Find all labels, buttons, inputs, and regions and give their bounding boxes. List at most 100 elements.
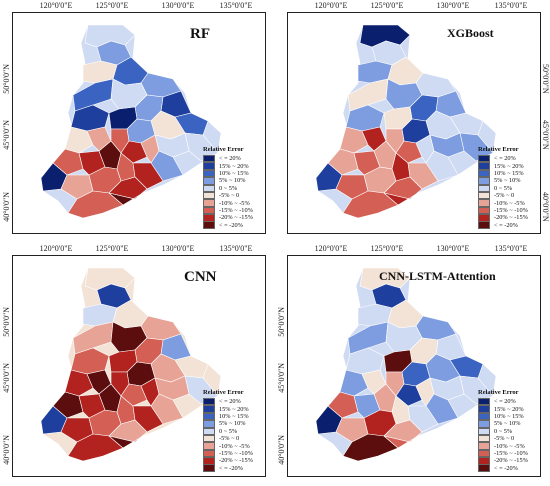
legend-item: -15% ~ -10%	[478, 449, 540, 458]
legend-swatch	[203, 397, 215, 406]
legend-swatch	[478, 420, 490, 428]
legend-swatch	[203, 457, 215, 465]
legend-title: Relative Error	[478, 146, 519, 153]
legend-swatch	[478, 405, 490, 413]
legend-item: -15% ~ -10%	[203, 449, 265, 458]
legend-label: < = 20%	[219, 155, 241, 163]
legend-label: -20% ~ -15%	[219, 457, 253, 465]
legend-item: -20% ~ -15%	[203, 457, 265, 465]
legend-swatch	[478, 154, 490, 163]
legend: Relative Error < = 20% 15% ~ 20% 10% ~ 1…	[478, 389, 540, 472]
legend: Relative Error < = 20% 15% ~ 20% 10% ~ 1…	[478, 146, 540, 229]
legend-item: -10% ~ -5%	[203, 199, 265, 207]
lon-label-135: 135°0'0"E	[219, 1, 253, 10]
legend-label: -20% ~ -15%	[494, 214, 528, 222]
legend-item: 15% ~ 20%	[203, 405, 265, 413]
region-map	[40, 267, 222, 462]
legend-swatch	[203, 206, 215, 215]
lat-label-40: 40°0'0"N	[2, 435, 11, 465]
legend-item: < = 20%	[478, 154, 540, 163]
lon-label-120: 120°0'0"E	[314, 1, 348, 10]
legend: Relative Error < = 20% 15% ~ 20% 10% ~ 1…	[203, 146, 265, 229]
legend-swatch	[203, 427, 215, 436]
legend-item: < = -20%	[478, 221, 540, 229]
legend-item: < = 20%	[203, 397, 265, 406]
legend-swatch	[478, 214, 490, 222]
lat-label-45: 45°0'0"N	[277, 363, 286, 393]
legend-item: 5% ~ 10%	[478, 420, 540, 428]
legend-swatch	[478, 397, 490, 406]
legend-label: -5% ~ 0	[219, 192, 240, 200]
legend-item: < = 20%	[478, 397, 540, 406]
legend-label: < = 20%	[494, 155, 516, 163]
lon-label-130: 130°0'0"E	[436, 1, 470, 10]
legend-label: -10% ~ -5%	[219, 442, 250, 450]
lon-label-130: 130°0'0"E	[161, 1, 195, 10]
legend-label: 15% ~ 20%	[494, 405, 524, 413]
legend-item: 10% ~ 15%	[203, 412, 265, 421]
legend-swatch	[478, 177, 490, 185]
map-panel-xgboost: 120°0'0"E 125°0'0"E 130°0'0"E 135°0'0"E …	[275, 0, 550, 243]
legend-label: -15% ~ -10%	[219, 206, 253, 214]
legend-label: 5% ~ 10%	[494, 420, 521, 428]
lat-label-45: 45°0'0"N	[2, 120, 11, 150]
legend-item: 5% ~ 10%	[203, 177, 265, 185]
legend-swatch	[478, 162, 490, 170]
map-panel-cnn: 120°0'0"E 125°0'0"E 130°0'0"E 135°0'0"E …	[0, 243, 275, 486]
legend-swatch	[203, 464, 215, 472]
legend-label: < = -20%	[219, 464, 243, 472]
legend-item: -10% ~ -5%	[203, 442, 265, 450]
legend-label: -5% ~ 0	[494, 192, 515, 200]
legend-swatch	[203, 420, 215, 428]
legend-label: 5% ~ 10%	[219, 177, 246, 185]
lat-label-50: 50°0'0"N	[2, 64, 11, 94]
legend: Relative Error < = 20% 15% ~ 20% 10% ~ 1…	[203, 389, 265, 472]
legend-swatch	[203, 184, 215, 193]
legend-item: -15% ~ -10%	[478, 206, 540, 215]
legend-swatch	[478, 206, 490, 215]
lat-label-50: 50°0'0"N	[2, 307, 11, 337]
region-map	[315, 267, 497, 462]
legend-item: -5% ~ 0	[203, 434, 265, 443]
legend-label: 10% ~ 15%	[494, 412, 524, 420]
legend-label: 0 ~ 5%	[219, 184, 238, 192]
model-title: XGBoost	[447, 26, 494, 40]
map-panel-rf: 120°0'0"E 125°0'0"E 130°0'0"E 135°0'0"E …	[0, 0, 275, 243]
lon-label-135: 135°0'0"E	[494, 1, 528, 10]
legend-swatch	[203, 221, 215, 229]
legend-swatch	[478, 184, 490, 193]
legend-label: 5% ~ 10%	[494, 177, 521, 185]
legend-item: -5% ~ 0	[478, 434, 540, 443]
lat-label-40: 40°0'0"N	[2, 192, 11, 222]
legend-title: Relative Error	[478, 389, 519, 396]
lon-label-130: 130°0'0"E	[436, 244, 470, 253]
legend-item: 10% ~ 15%	[478, 169, 540, 178]
legend-label: -10% ~ -5%	[494, 442, 525, 450]
legend-item: 10% ~ 15%	[478, 412, 540, 421]
lat-label-45: 45°0'0"N	[541, 120, 550, 150]
legend-label: < = 20%	[219, 398, 241, 406]
legend-item: -20% ~ -15%	[478, 457, 540, 465]
lon-label-135: 135°0'0"E	[494, 244, 528, 253]
legend-swatch	[478, 449, 490, 458]
legend-label: < = 20%	[494, 398, 516, 406]
legend-label: 15% ~ 20%	[494, 162, 524, 170]
legend-swatch	[478, 191, 490, 200]
legend-label: -20% ~ -15%	[219, 214, 253, 222]
legend-item: < = -20%	[203, 221, 265, 229]
legend-swatch	[203, 412, 215, 421]
legend-swatch	[203, 199, 215, 207]
legend-item: 0 ~ 5%	[478, 184, 540, 193]
legend-item: 10% ~ 15%	[203, 169, 265, 178]
legend-label: -5% ~ 0	[494, 435, 515, 443]
legend-label: 0 ~ 5%	[494, 184, 513, 192]
legend-item: 15% ~ 20%	[478, 162, 540, 170]
legend-item: 0 ~ 5%	[478, 427, 540, 436]
legend-label: 10% ~ 15%	[494, 169, 524, 177]
lat-label-45: 45°0'0"N	[2, 363, 11, 393]
lon-label-135: 135°0'0"E	[219, 244, 253, 253]
legend-label: -10% ~ -5%	[494, 199, 525, 207]
lon-label-125: 125°0'0"E	[95, 1, 129, 10]
legend-label: -15% ~ -10%	[494, 206, 528, 214]
model-title: RF	[190, 26, 210, 42]
